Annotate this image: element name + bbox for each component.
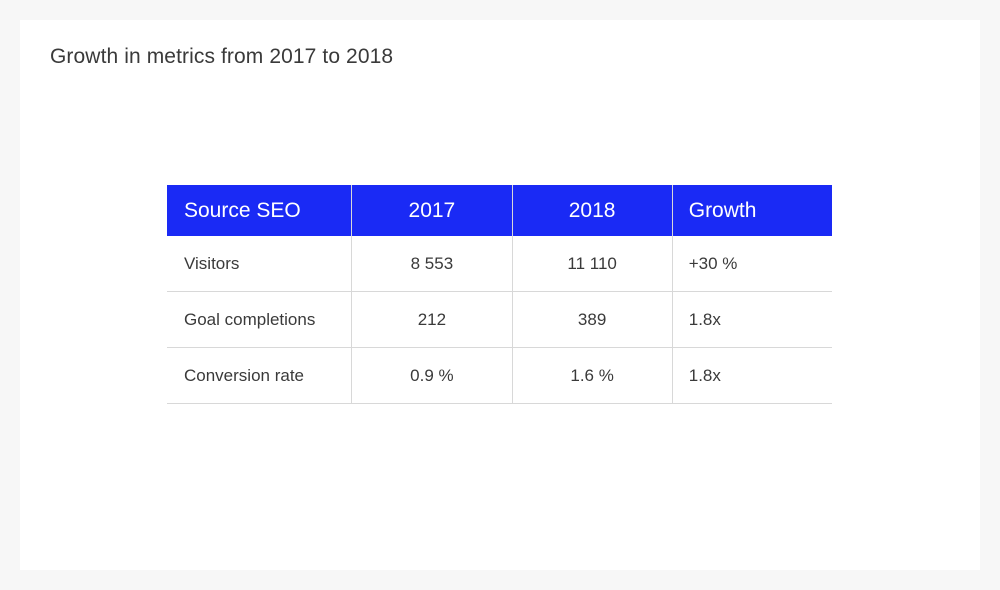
header-growth: Growth	[671, 185, 832, 236]
value-2018: 389	[511, 291, 673, 348]
table-row: Goal completions 212 389 1.8x	[167, 291, 832, 348]
header-2018: 2018	[511, 185, 673, 236]
value-growth: 1.8x	[671, 347, 832, 404]
table-header-row: Source SEO 2017 2018 Growth	[167, 185, 832, 236]
header-2017: 2017	[351, 185, 512, 236]
row-label: Goal completions	[167, 291, 352, 348]
row-label: Visitors	[167, 236, 352, 292]
content-card: Growth in metrics from 2017 to 2018 Sour…	[20, 20, 980, 570]
value-2017: 8 553	[351, 236, 512, 292]
value-2018: 11 110	[511, 236, 673, 292]
value-2017: 212	[351, 291, 512, 348]
table-row: Conversion rate 0.9 % 1.6 % 1.8x	[167, 347, 832, 404]
page-title: Growth in metrics from 2017 to 2018	[50, 45, 394, 68]
value-growth: 1.8x	[671, 291, 832, 348]
header-source: Source SEO	[167, 185, 352, 236]
value-2017: 0.9 %	[351, 347, 512, 404]
value-growth: +30 %	[671, 236, 832, 292]
row-label: Conversion rate	[167, 347, 352, 404]
table-row: Visitors 8 553 11 110 +30 %	[167, 236, 832, 292]
value-2018: 1.6 %	[511, 347, 673, 404]
metrics-table: Source SEO 2017 2018 Growth Visitors 8 5…	[167, 185, 832, 404]
